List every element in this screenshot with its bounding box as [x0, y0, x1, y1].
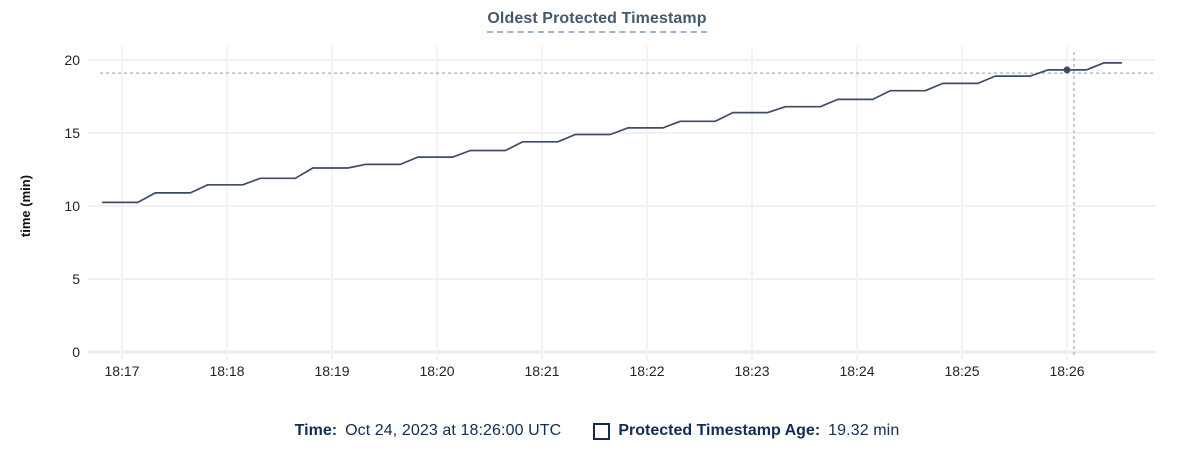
x-tick-label-18:21: 18:21 [524, 363, 559, 379]
x-tick-label-18:19: 18:19 [314, 363, 349, 379]
x-tick-label-18:26: 18:26 [1049, 363, 1084, 379]
footer-time-label: Time: [294, 422, 338, 439]
y-tick-label-15: 15 [64, 125, 80, 141]
x-tick-label-18:18: 18:18 [209, 363, 244, 379]
x-tick-label-18:22: 18:22 [629, 363, 664, 379]
y-tick-label-5: 5 [72, 271, 80, 287]
x-tick-label-18:17: 18:17 [104, 363, 139, 379]
chart-title-row: Oldest Protected Timestamp [0, 10, 1194, 33]
footer-time-value: Oct 24, 2023 at 18:26:00 UTC [345, 422, 562, 439]
chart-canvas[interactable]: 0 5 10 15 20 18:17 18:18 18:19 18:20 18:21 18:22 18… [0, 0, 1194, 412]
hover-point-dot [1063, 66, 1071, 74]
x-tick-label-18:25: 18:25 [944, 363, 979, 379]
chart-title: Oldest Protected Timestamp [487, 10, 707, 33]
legend-item: Protected Timestamp Age: 19.32 min [593, 422, 899, 440]
y-tick-label-0: 0 [72, 344, 80, 360]
series-line-protected-timestamp-age [101, 62, 1123, 204]
footer-series-value: 19.32 min [828, 422, 900, 439]
y-axis-label: time (min) [18, 175, 33, 237]
footer-series-label: Protected Timestamp Age: [618, 422, 821, 439]
x-tick-label-18:23: 18:23 [734, 363, 769, 379]
x-tick-label-18:20: 18:20 [419, 363, 454, 379]
legend-swatch-icon [593, 422, 611, 440]
x-tick-label-18:24: 18:24 [839, 363, 874, 379]
y-tick-label-20: 20 [64, 52, 80, 68]
y-tick-label-10: 10 [64, 198, 80, 214]
chart-footer: Time: Oct 24, 2023 at 18:26:00 UTC Prote… [0, 422, 1194, 440]
